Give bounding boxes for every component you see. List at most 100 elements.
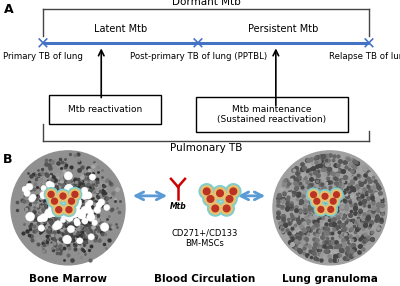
Circle shape [69, 201, 76, 208]
Text: Post-primary TB of lung (PPTBL): Post-primary TB of lung (PPTBL) [130, 52, 267, 61]
Circle shape [48, 205, 57, 214]
Circle shape [61, 209, 68, 216]
Circle shape [62, 194, 71, 203]
Circle shape [312, 196, 322, 206]
Circle shape [68, 198, 74, 204]
Circle shape [62, 207, 71, 215]
Circle shape [332, 190, 342, 200]
Circle shape [67, 195, 73, 201]
Circle shape [314, 198, 320, 204]
Circle shape [207, 196, 214, 202]
Circle shape [307, 188, 320, 201]
Circle shape [46, 181, 52, 187]
Circle shape [66, 208, 72, 214]
Circle shape [29, 196, 35, 202]
Circle shape [72, 213, 77, 218]
Circle shape [309, 190, 318, 200]
Circle shape [226, 196, 233, 202]
Circle shape [64, 204, 74, 215]
Circle shape [334, 192, 339, 198]
Circle shape [48, 191, 54, 197]
Circle shape [74, 209, 82, 217]
Circle shape [318, 190, 332, 203]
Circle shape [44, 209, 54, 218]
Circle shape [64, 172, 72, 180]
Circle shape [73, 198, 82, 207]
Circle shape [65, 203, 70, 208]
Text: Dormant Mtb: Dormant Mtb [172, 0, 240, 7]
Circle shape [26, 183, 33, 190]
Circle shape [322, 193, 328, 199]
Circle shape [52, 223, 59, 230]
Circle shape [318, 206, 324, 212]
Circle shape [37, 216, 43, 222]
Circle shape [217, 190, 223, 196]
Circle shape [74, 200, 81, 207]
Circle shape [56, 207, 62, 213]
Circle shape [64, 213, 69, 219]
Circle shape [203, 188, 210, 195]
Circle shape [98, 199, 104, 205]
Text: Mtb maintenance
(Sustained reactivation): Mtb maintenance (Sustained reactivation) [217, 105, 326, 124]
Circle shape [65, 185, 72, 192]
Circle shape [273, 151, 387, 265]
Text: Mtb: Mtb [170, 202, 186, 211]
Text: Relapse TB of lung: Relapse TB of lung [328, 52, 400, 61]
Text: Latent Mtb: Latent Mtb [94, 24, 147, 34]
Text: ✕: ✕ [362, 34, 376, 52]
Circle shape [66, 196, 77, 206]
Circle shape [60, 212, 65, 218]
Circle shape [314, 203, 328, 216]
Circle shape [328, 196, 338, 206]
Circle shape [58, 209, 64, 215]
Text: Bone Marrow: Bone Marrow [29, 274, 107, 284]
Circle shape [40, 191, 48, 199]
Circle shape [47, 182, 54, 189]
Circle shape [203, 191, 218, 206]
Circle shape [64, 209, 71, 216]
Text: ✕: ✕ [191, 34, 205, 52]
Circle shape [54, 221, 62, 229]
Circle shape [62, 204, 68, 210]
Circle shape [63, 235, 72, 244]
Circle shape [69, 201, 76, 207]
Circle shape [70, 198, 76, 203]
Circle shape [223, 205, 230, 212]
Circle shape [222, 191, 237, 206]
Text: CD271+/CD133
BM-MSCs: CD271+/CD133 BM-MSCs [172, 229, 238, 248]
Circle shape [22, 186, 28, 192]
Circle shape [92, 220, 98, 225]
Circle shape [61, 193, 68, 201]
Circle shape [205, 193, 216, 205]
Circle shape [326, 204, 336, 214]
Circle shape [52, 203, 66, 217]
Circle shape [48, 194, 61, 208]
Circle shape [228, 186, 239, 197]
FancyBboxPatch shape [196, 96, 348, 132]
Circle shape [30, 194, 36, 200]
Circle shape [328, 206, 334, 212]
Circle shape [67, 225, 74, 233]
Circle shape [49, 203, 54, 209]
Circle shape [65, 192, 71, 199]
Circle shape [56, 189, 70, 203]
Text: A: A [4, 3, 14, 16]
Circle shape [65, 184, 73, 192]
Circle shape [100, 223, 109, 231]
Circle shape [54, 204, 64, 215]
Circle shape [88, 209, 94, 215]
Text: Lung granuloma: Lung granuloma [282, 274, 378, 284]
Text: Persistent Mtb: Persistent Mtb [248, 24, 319, 34]
Circle shape [65, 194, 78, 208]
Circle shape [330, 188, 343, 201]
Circle shape [94, 206, 101, 213]
Circle shape [230, 188, 237, 195]
Circle shape [311, 192, 316, 198]
Text: Mtb reactivation: Mtb reactivation [68, 105, 142, 114]
Circle shape [38, 225, 44, 231]
FancyBboxPatch shape [49, 95, 161, 124]
Circle shape [56, 207, 62, 212]
Circle shape [330, 198, 336, 204]
Circle shape [214, 188, 226, 199]
Text: B: B [3, 153, 12, 166]
